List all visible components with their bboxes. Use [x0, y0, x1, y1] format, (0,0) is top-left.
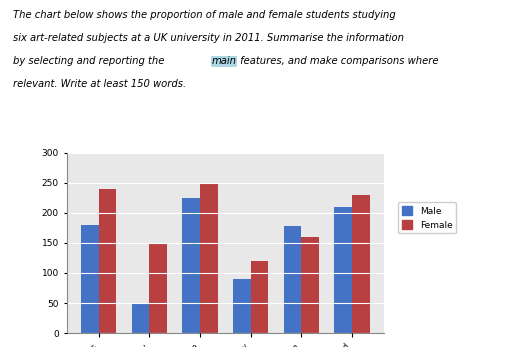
Text: six art-related subjects at a UK university in 2011. Summarise the information: six art-related subjects at a UK univers… — [13, 33, 404, 43]
Bar — [284, 226, 301, 333]
Text: relevant. Write at least 150 words.: relevant. Write at least 150 words. — [13, 79, 186, 90]
Text: main: main — [212, 56, 237, 66]
Bar — [301, 237, 319, 333]
Bar — [200, 183, 218, 333]
Text: The chart below shows the proportion of male and female students studying: The chart below shows the proportion of … — [13, 10, 396, 20]
Text: by selecting and reporting the: by selecting and reporting the — [13, 56, 167, 66]
Bar — [150, 243, 167, 333]
Bar — [99, 189, 116, 333]
Text: features, and make comparisons where: features, and make comparisons where — [238, 56, 439, 66]
Bar — [81, 225, 99, 333]
Bar — [250, 261, 268, 333]
Bar — [233, 279, 250, 333]
Bar — [352, 195, 370, 333]
Bar — [334, 207, 352, 333]
Bar — [182, 198, 200, 333]
Bar — [132, 303, 150, 333]
Legend: Male, Female: Male, Female — [398, 202, 456, 234]
